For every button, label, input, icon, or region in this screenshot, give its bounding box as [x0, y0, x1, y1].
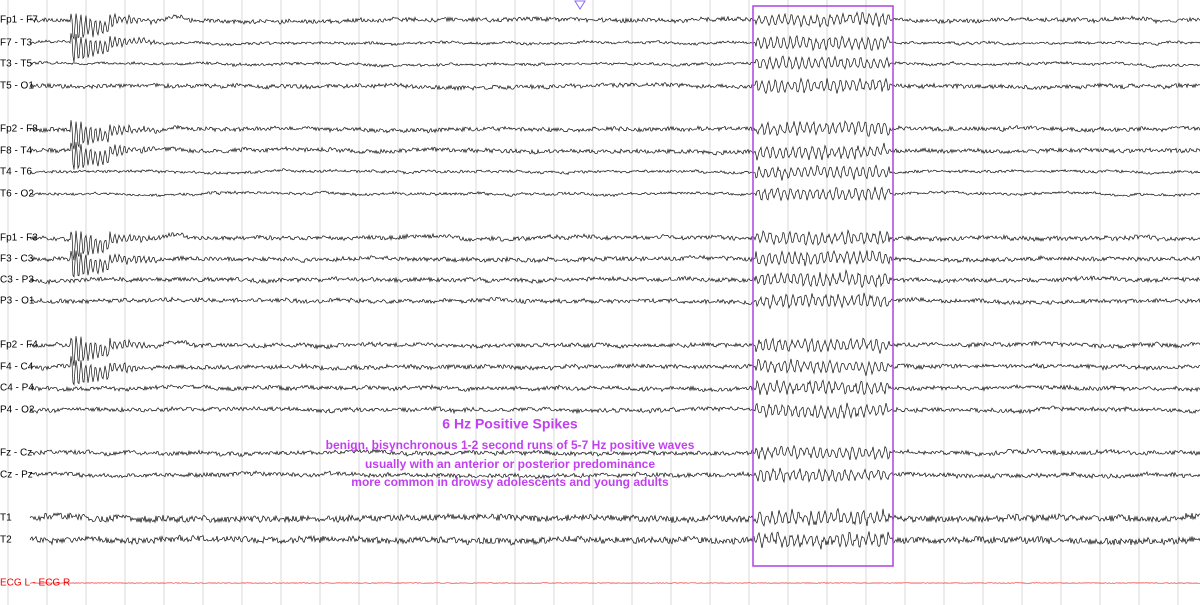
- eeg-trace: [29, 444, 1200, 461]
- channel-label: F7 - T3: [0, 38, 32, 49]
- channel-label: C3 - P3: [0, 275, 34, 286]
- highlight-box: [752, 5, 894, 567]
- eeg-trace: [29, 186, 1200, 202]
- marker: [574, 0, 586, 10]
- channel-label: Fp2 - F8: [0, 124, 38, 135]
- eeg-trace: [29, 467, 1200, 484]
- channel-label: F8 - T4: [0, 146, 32, 157]
- channel-label: Fz - Cz: [0, 448, 32, 459]
- annotation-line: usually with an anterior or posterior pr…: [365, 457, 655, 471]
- channel-label: T3 - T5: [0, 59, 32, 70]
- eeg-trace: [29, 164, 1200, 181]
- eeg-trace: [29, 229, 1200, 261]
- eeg-trace: [29, 507, 1200, 527]
- eeg-trace: [29, 582, 1200, 584]
- eeg-trace: [29, 531, 1200, 550]
- channel-label: Fp1 - F7: [0, 15, 38, 26]
- channel-label: P4 - O2: [0, 405, 35, 416]
- eeg-trace: [29, 120, 1200, 150]
- channel-label: F3 - C3: [0, 254, 34, 265]
- eeg-trace: [29, 11, 1200, 40]
- channel-label: T1: [0, 513, 12, 524]
- channel-label: T6 - O2: [0, 189, 34, 200]
- channel-label: T4 - T6: [0, 167, 32, 178]
- traces: [29, 11, 1200, 584]
- channel-labels: Fp1 - F7 F7 - T3 T3 - T5 T5 - O1 Fp2 - F8 F8 …: [0, 15, 70, 589]
- eeg-trace: [29, 142, 1200, 170]
- eeg-trace: [30, 250, 1200, 278]
- channel-label: T2: [0, 535, 12, 546]
- eeg-trace: [29, 379, 1200, 396]
- eeg-trace: [29, 77, 1200, 95]
- annotation-title: 6 Hz Positive Spikes: [442, 416, 578, 432]
- channel-label: P3 - O1: [0, 296, 35, 307]
- eeg-trace: [29, 269, 1200, 289]
- channel-label: Cz - Pz: [0, 470, 33, 481]
- eeg-trace: [29, 292, 1200, 310]
- channel-label: F4 - C4: [0, 362, 34, 373]
- annotation-line: more common in drowsy adolescents and yo…: [351, 475, 669, 489]
- channel-label: C4 - P4: [0, 383, 34, 394]
- channel-label: ECG L - ECG R: [0, 578, 70, 589]
- channel-label: Fp2 - F4: [0, 340, 38, 351]
- channel-label: Fp1 - F3: [0, 233, 38, 244]
- eeg-trace: [29, 356, 1200, 386]
- eeg-trace: [29, 55, 1200, 70]
- channel-label: T5 - O1: [0, 81, 34, 92]
- eeg-trace: [29, 402, 1200, 419]
- annotation-line: benign, bisynchronous 1-2 second runs of…: [326, 438, 695, 452]
- eeg-trace: [29, 336, 1200, 366]
- eeg-trace: [29, 33, 1200, 63]
